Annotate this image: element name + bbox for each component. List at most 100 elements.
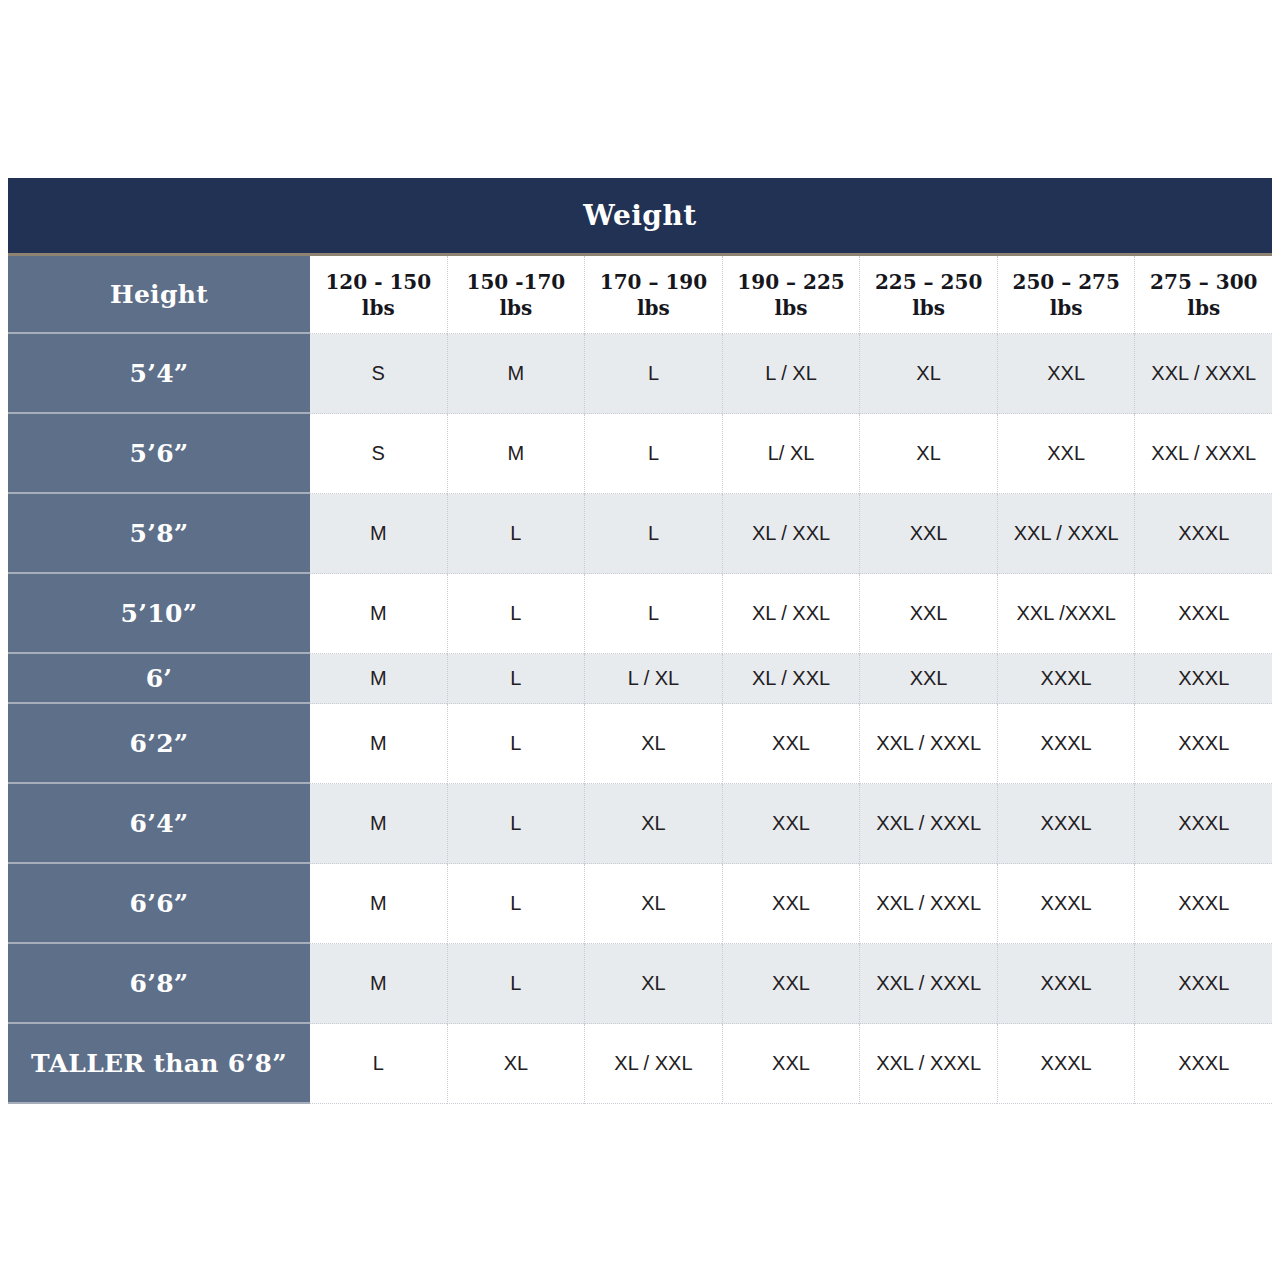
size-cell: L (584, 334, 722, 414)
size-cell: S (310, 414, 447, 494)
weight-unit-label: lbs (1050, 295, 1083, 321)
size-cell: XL (584, 944, 722, 1024)
size-cell: S (310, 334, 447, 414)
size-cell: XXXL (1134, 704, 1272, 784)
height-row-label-cell: 6’ (8, 654, 310, 704)
size-cell: XL (584, 864, 722, 944)
size-cell: XXXL (1134, 494, 1272, 574)
size-cell: XL (447, 1024, 585, 1104)
size-chart: Weight Height 120 - 150lbs150 -170lbs170… (8, 178, 1272, 1104)
size-cell: L (447, 574, 585, 654)
size-cell: M (310, 574, 447, 654)
size-cell: XXL (859, 654, 997, 704)
table-row: 5’10”MLLXL / XXLXXLXXL /XXXLXXXL (8, 574, 1272, 654)
size-cell: L (447, 784, 585, 864)
size-cell: XXL / XXXL (997, 494, 1135, 574)
size-cell: XL / XXL (584, 1024, 722, 1104)
size-cell: XL (584, 704, 722, 784)
table-row: 6’2”MLXLXXLXXL / XXXLXXXLXXXL (8, 704, 1272, 784)
size-cell: XL (859, 334, 997, 414)
table-row: 6’8”MLXLXXLXXL / XXXLXXXLXXXL (8, 944, 1272, 1024)
weight-range-label: 275 – 300 (1150, 269, 1257, 295)
size-cell: XXXL (1134, 1024, 1272, 1104)
size-cell: L / XL (722, 334, 860, 414)
size-cell: XXXL (1134, 574, 1272, 654)
size-cell: L (447, 864, 585, 944)
size-cell: XXL / XXXL (1134, 334, 1272, 414)
size-cell: XXL / XXXL (859, 864, 997, 944)
size-cell: L/ XL (722, 414, 860, 494)
weight-range-label: 170 – 190 (600, 269, 707, 295)
size-cell: XXL (722, 704, 860, 784)
height-row-label-cell: 5’6” (8, 414, 310, 494)
weight-column-header: 250 – 275lbs (997, 256, 1135, 334)
size-cell: L (447, 494, 585, 574)
height-row-label: 6’4” (129, 809, 188, 838)
height-row-label-cell: 5’10” (8, 574, 310, 654)
size-cell: XXXL (997, 784, 1135, 864)
weight-column-header: 225 – 250lbs (859, 256, 997, 334)
table-row: 5’4” SMLL / XLXLXXLXXL / XXXL (8, 334, 1272, 414)
column-header-row: Height 120 - 150lbs150 -170lbs170 – 190l… (8, 256, 1272, 334)
size-cell: XL / XXL (722, 494, 860, 574)
size-cell: XXXL (997, 944, 1135, 1024)
height-title: Height (110, 280, 208, 309)
weight-unit-label: lbs (499, 295, 532, 321)
weight-column-header: 275 – 300lbs (1134, 256, 1272, 334)
table-row: 6’MLL / XLXL / XXLXXLXXXLXXXL (8, 654, 1272, 704)
size-cell: M (447, 414, 585, 494)
size-cell: XL (584, 784, 722, 864)
size-cell: L (584, 414, 722, 494)
weight-range-label: 120 - 150 (325, 269, 431, 295)
size-cell: M (310, 654, 447, 704)
size-cell: XXL / XXXL (1134, 414, 1272, 494)
size-cell: XXL (859, 494, 997, 574)
height-row-label-cell: 6’2” (8, 704, 310, 784)
weight-range-label: 190 – 225 (737, 269, 844, 295)
table-row: 5’6”SMLL/ XLXLXXLXXL / XXXL (8, 414, 1272, 494)
size-cell: XXL (722, 864, 860, 944)
size-cell: L (584, 574, 722, 654)
size-cell: XXL / XXXL (859, 704, 997, 784)
height-row-label: TALLER than 6’8” (31, 1049, 287, 1078)
height-row-label-cell: 5’8” (8, 494, 310, 574)
size-cell: XXXL (997, 704, 1135, 784)
weight-unit-label: lbs (912, 295, 945, 321)
table-row: TALLER than 6’8”LXLXL / XXLXXLXXL / XXXL… (8, 1024, 1272, 1104)
size-cell: M (447, 334, 585, 414)
weight-title: Weight (583, 199, 696, 232)
height-row-label: 6’8” (129, 969, 188, 998)
size-cell: XXL (997, 334, 1135, 414)
size-cell: XXXL (997, 654, 1135, 704)
size-cell: M (310, 494, 447, 574)
size-cell: XXXL (1134, 864, 1272, 944)
weight-column-header: 120 - 150lbs (310, 256, 447, 334)
size-cell: L (447, 704, 585, 784)
height-row-label-cell: 6’4” (8, 784, 310, 864)
height-header-cell: Height (8, 256, 310, 334)
height-row-label: 6’6” (129, 889, 188, 918)
size-cell: XXXL (1134, 944, 1272, 1024)
height-row-label-cell: 6’8” (8, 944, 310, 1024)
size-cell: XXXL (997, 864, 1135, 944)
size-cell: XXL (859, 574, 997, 654)
height-row-label: 5’4” (129, 359, 188, 388)
size-cell: XL / XXL (722, 574, 860, 654)
weight-range-label: 225 – 250 (875, 269, 982, 295)
size-cell: XL / XXL (722, 654, 860, 704)
size-cell: XXL / XXXL (859, 944, 997, 1024)
table-row: 5’8”MLLXL / XXLXXLXXL / XXXLXXXL (8, 494, 1272, 574)
height-row-label: 6’ (146, 664, 173, 693)
table-body: 5’4”SMLL / XLXLXXLXXL / XXXL5’6”SMLL/ XL… (8, 334, 1272, 1104)
weight-unit-label: lbs (775, 295, 808, 321)
size-cell: M (310, 864, 447, 944)
size-cell: XXL (722, 944, 860, 1024)
size-cell: XXXL (997, 1024, 1135, 1104)
size-cell: L (310, 1024, 447, 1104)
size-cell: L (584, 494, 722, 574)
size-cell: XXL (997, 414, 1135, 494)
height-row-label: 5’10” (121, 599, 198, 628)
size-cell: XXL / XXXL (859, 784, 997, 864)
size-cell: XXL /XXXL (997, 574, 1135, 654)
weight-column-header: 190 – 225lbs (722, 256, 860, 334)
